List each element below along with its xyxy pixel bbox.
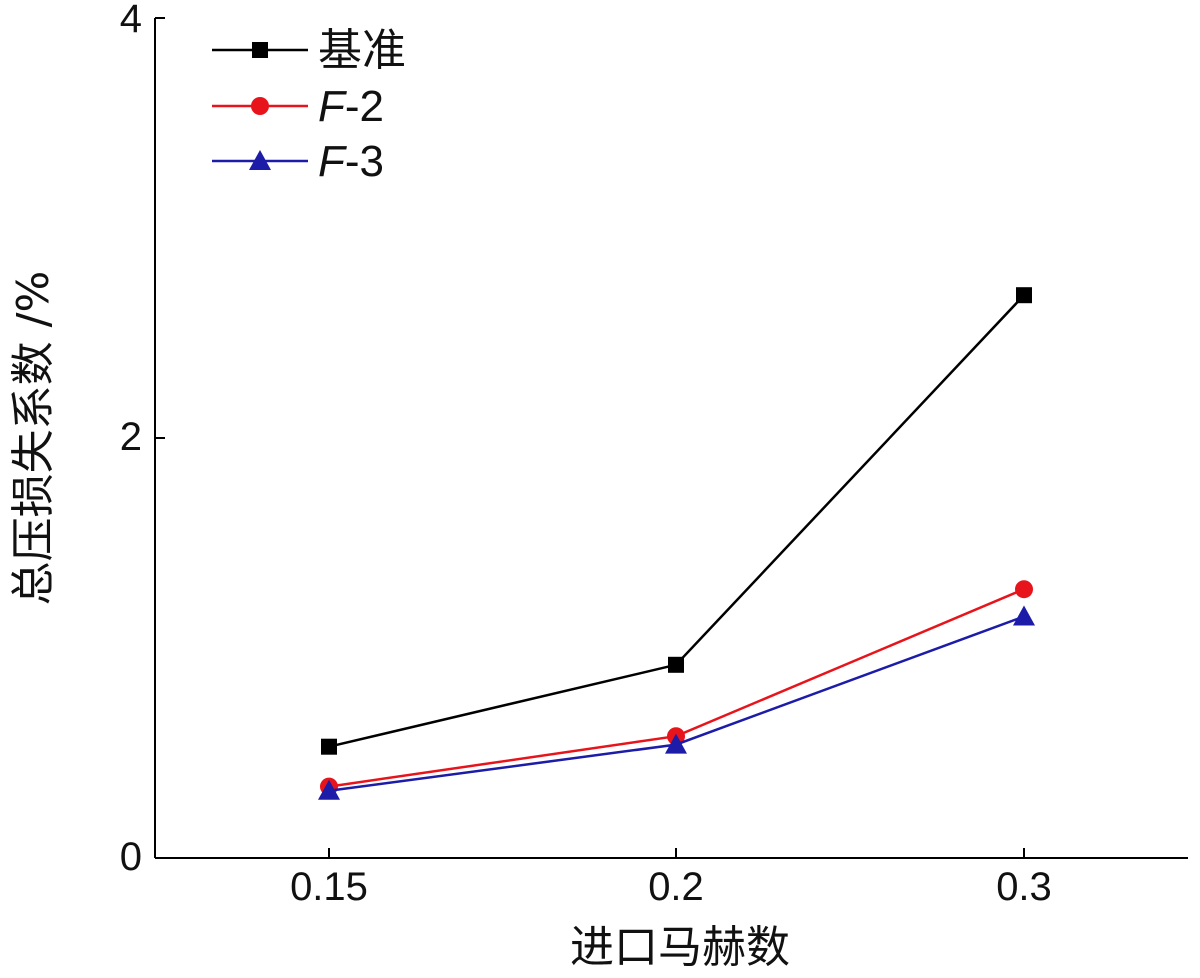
- series-layer: [318, 287, 1035, 800]
- data-point-marker: [321, 738, 337, 755]
- y-tick-label: 2: [120, 415, 142, 459]
- data-point-marker: [1016, 287, 1032, 304]
- y-axis-title: 总压损失系数 /%: [8, 271, 59, 606]
- series-group: [320, 580, 1033, 796]
- series-line: [328, 588, 1025, 788]
- series-line: [328, 615, 1025, 793]
- x-axis-title: 进口马赫数: [570, 922, 790, 973]
- y-tick-label: 0: [120, 835, 142, 879]
- legend-marker: [251, 97, 269, 115]
- series-line: [328, 294, 1025, 748]
- series-group: [321, 287, 1032, 755]
- legend-marker: [249, 150, 271, 170]
- data-point-marker: [318, 779, 340, 800]
- y-ticks: 0 2 4: [120, 0, 165, 879]
- data-point-marker: [665, 733, 687, 754]
- legend-item: F-2: [212, 82, 384, 131]
- x-tick-label: 0.2: [648, 865, 704, 909]
- x-ticks: 0.15 0.2 0.3: [290, 848, 1052, 909]
- data-point-marker: [1015, 580, 1033, 599]
- data-point-marker: [1013, 605, 1035, 626]
- legend-label: F-3: [318, 137, 384, 186]
- legend: 基准 F-2 F-3: [212, 25, 406, 186]
- data-point-marker: [668, 656, 684, 673]
- legend-item: 基准: [212, 25, 406, 76]
- legend-marker: [252, 42, 268, 58]
- y-tick-label: 4: [120, 0, 142, 41]
- legend-label: 基准: [318, 25, 406, 76]
- legend-item: F-3: [212, 137, 384, 186]
- series-group: [318, 605, 1035, 800]
- x-tick-label: 0.3: [996, 865, 1052, 909]
- x-tick-label: 0.15: [290, 865, 368, 909]
- legend-label: F-2: [318, 82, 384, 131]
